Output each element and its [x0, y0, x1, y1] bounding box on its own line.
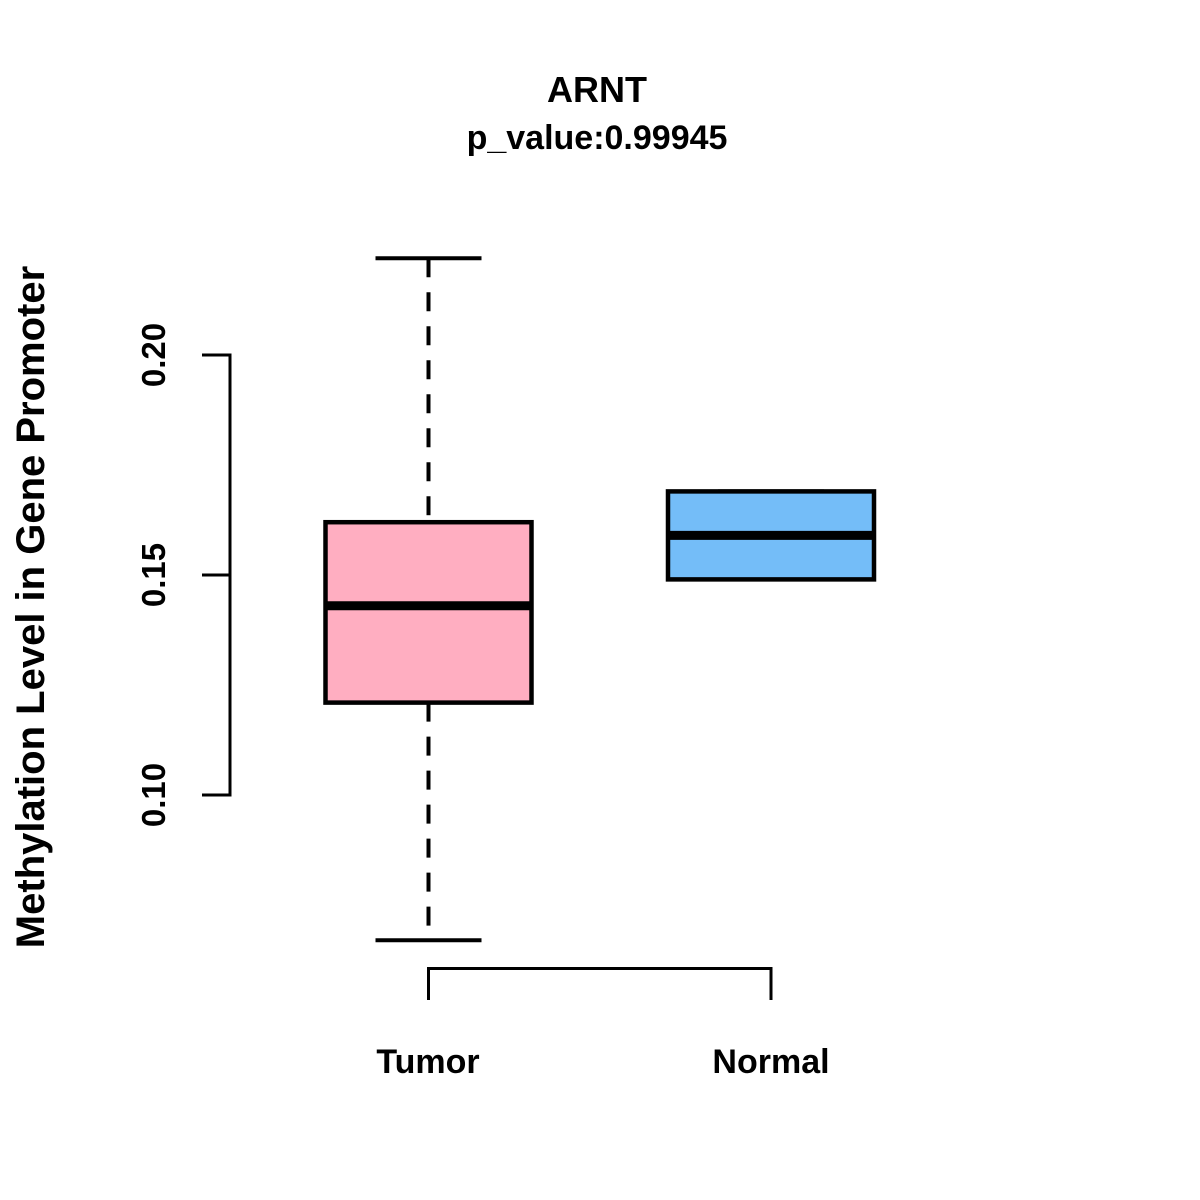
chart-title: ARNT	[547, 69, 647, 110]
y-axis-title: Methylation Level in Gene Promoter	[9, 266, 53, 948]
tumor-box	[323, 519, 534, 705]
x-axis-line	[427, 967, 773, 1000]
boxes-layer	[323, 256, 877, 943]
y-axis-line	[202, 353, 232, 797]
chart-subtitle: p_value:0.99945	[467, 119, 728, 157]
x-category-label-tumor: Tumor	[376, 1043, 479, 1081]
y-tick-label-2: 0.20	[135, 323, 172, 387]
y-tick-label-0: 0.10	[135, 763, 172, 827]
x-category-label-normal: Normal	[712, 1043, 829, 1081]
y-tick-label-1: 0.15	[135, 543, 172, 607]
